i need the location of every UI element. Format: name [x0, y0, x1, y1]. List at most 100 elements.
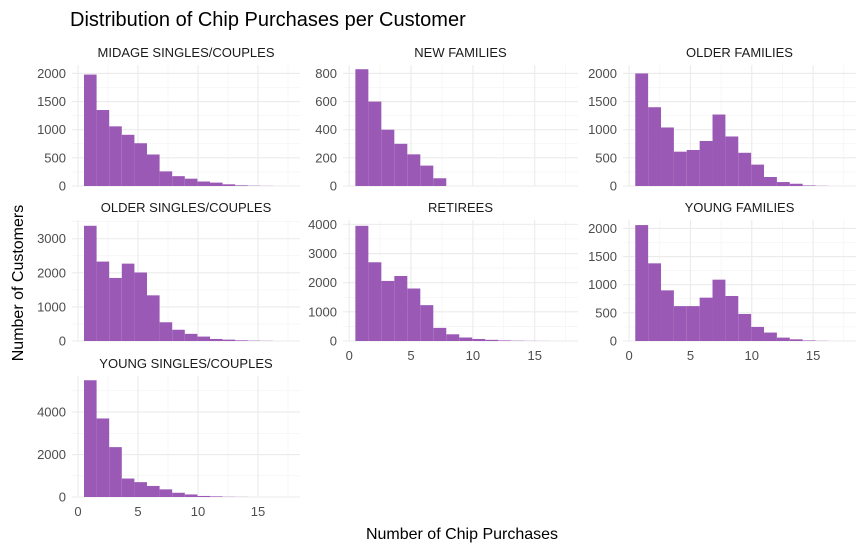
histogram-bar — [159, 322, 173, 341]
histogram-bar — [109, 447, 122, 497]
histogram-bar — [121, 263, 135, 341]
histogram-bar — [210, 496, 223, 497]
histogram-bar — [394, 143, 408, 186]
histogram-bar — [802, 185, 816, 186]
histogram-bar — [789, 339, 803, 341]
y-tick-label: 1500 — [588, 94, 617, 109]
histogram-bar — [121, 478, 135, 497]
histogram-bar — [121, 134, 135, 186]
histogram-bar — [210, 338, 223, 341]
histogram-bar — [222, 339, 236, 341]
x-tick-label: 10 — [191, 504, 205, 519]
y-tick-label: 500 — [595, 150, 617, 165]
chart-title: Distribution of Chip Purchases per Custo… — [70, 9, 466, 31]
y-tick-label: 500 — [44, 150, 66, 165]
histogram-bar — [751, 164, 765, 186]
facet-panel: NEW FAMILIES 0 200 400 600 800 — [315, 45, 578, 194]
y-tick-label: 500 — [595, 305, 617, 320]
histogram-bar — [381, 129, 395, 186]
histogram-bar — [184, 178, 198, 186]
facet-panel: OLDER FAMILIES 0 500 1000 1500 2000 — [588, 45, 856, 194]
histogram-bar — [96, 261, 110, 341]
x-tick-label: 10 — [466, 348, 480, 363]
y-tick-label: 3000 — [308, 246, 337, 261]
y-tick-label: 1500 — [37, 94, 66, 109]
histogram-bar — [635, 225, 649, 341]
histogram-bar — [159, 171, 173, 186]
histogram-bar — [738, 313, 752, 341]
facet-panel: YOUNG SINGLES/COUPLES 0 2000 4000 0 5 10 15 — [37, 356, 300, 519]
histogram-bar — [407, 288, 421, 341]
histogram-bar — [172, 492, 185, 497]
histogram-bar — [355, 69, 369, 186]
histogram-bar — [147, 485, 160, 497]
facet-panel: MIDAGE SINGLES/COUPLES 0 500 1000 1500 2000 — [37, 45, 300, 194]
histogram-bar — [764, 176, 777, 186]
y-tick-label: 0 — [59, 179, 66, 194]
y-tick-label: 0 — [59, 490, 66, 505]
y-tick-label: 4000 — [308, 217, 337, 232]
facet-strip-label: YOUNG FAMILIES — [685, 200, 795, 215]
y-tick-label: 1000 — [37, 122, 66, 137]
histogram-bar — [802, 340, 816, 341]
x-tick-label: 0 — [626, 348, 633, 363]
histogram-bar — [498, 340, 512, 341]
histogram-bar — [635, 73, 649, 186]
y-tick-label: 0 — [59, 334, 66, 349]
histogram-bar — [134, 272, 147, 341]
histogram-bar — [355, 225, 369, 341]
y-tick-label: 3000 — [37, 231, 66, 246]
histogram-bar — [686, 306, 700, 341]
x-tick-label: 0 — [346, 348, 353, 363]
histogram-bar — [648, 107, 662, 186]
x-tick-label: 10 — [745, 348, 759, 363]
y-tick-label: 200 — [315, 150, 337, 165]
histogram-bar — [394, 275, 408, 341]
y-tick-label: 2000 — [308, 275, 337, 290]
histogram-bar — [686, 149, 700, 186]
y-tick-label: 4000 — [37, 405, 66, 420]
histogram-bar — [673, 306, 687, 341]
histogram-bar — [109, 277, 122, 341]
histogram-bar — [433, 178, 447, 186]
y-tick-label: 600 — [315, 94, 337, 109]
y-tick-label: 1000 — [308, 304, 337, 319]
y-tick-label: 400 — [315, 122, 337, 137]
facet-strip-label: MIDAGE SINGLES/COUPLES — [98, 45, 275, 60]
histogram-bar — [433, 327, 447, 341]
facet-panel: RETIREES 0 1000 2000 3000 4000 0 5 10 15 — [308, 200, 578, 363]
facet-strip-label: OLDER SINGLES/COUPLES — [101, 200, 272, 215]
histogram-bar — [776, 337, 790, 341]
histogram-bar — [197, 495, 210, 497]
histogram-bar — [472, 338, 486, 341]
histogram-bar — [184, 333, 198, 341]
histogram-bar — [210, 182, 223, 186]
facet-strip-label: OLDER FAMILIES — [686, 45, 793, 60]
histogram-bar — [134, 143, 147, 186]
histogram-bar — [738, 152, 752, 186]
histogram-bar — [673, 151, 687, 186]
histogram-bar — [776, 182, 790, 186]
y-tick-label: 2000 — [588, 66, 617, 81]
histogram-bar — [661, 290, 674, 341]
histogram-bar — [459, 337, 473, 341]
y-tick-label: 0 — [330, 334, 337, 349]
histogram-bar — [172, 176, 185, 186]
y-tick-label: 2000 — [588, 221, 617, 236]
histogram-bar — [485, 339, 499, 341]
facet-strip-label: YOUNG SINGLES/COUPLES — [99, 356, 273, 371]
histogram-bar — [446, 334, 460, 341]
x-tick-label: 5 — [134, 504, 141, 519]
histogram-bar — [712, 114, 726, 186]
facet-strip-label: NEW FAMILIES — [414, 45, 507, 60]
y-tick-label: 0 — [610, 179, 617, 194]
facet-panel: OLDER SINGLES/COUPLES 0 1000 2000 3000 — [37, 200, 300, 349]
x-tick-label: 5 — [687, 348, 694, 363]
y-tick-label: 1000 — [588, 277, 617, 292]
histogram-bar — [420, 305, 434, 341]
histogram-bar — [712, 279, 726, 341]
histogram-bar — [381, 280, 395, 341]
histogram-bar — [134, 482, 147, 497]
histogram-bar — [197, 181, 210, 186]
